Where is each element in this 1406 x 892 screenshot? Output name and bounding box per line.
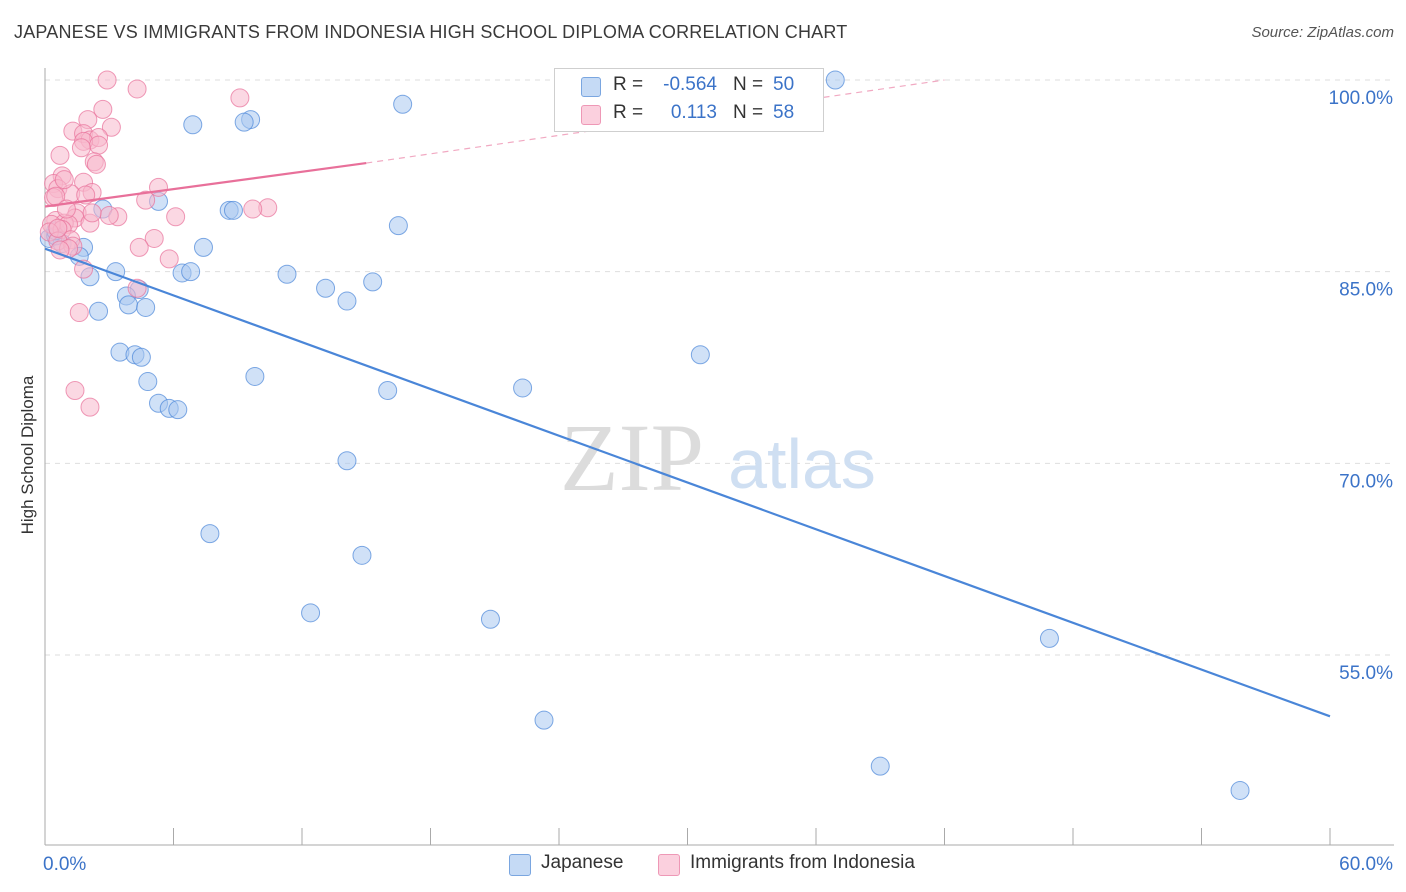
data-point — [89, 301, 109, 321]
data-point — [136, 297, 156, 317]
data-point — [223, 200, 243, 220]
data-point — [144, 228, 164, 248]
data-point — [243, 199, 263, 219]
data-point — [534, 710, 554, 730]
x-tick-label: 0.0% — [43, 854, 86, 875]
series-1 — [39, 70, 278, 417]
x-tick-label: 60.0% — [1339, 854, 1393, 875]
legend-row-japanese: R = -0.564 N = 50 — [555, 71, 823, 101]
tick-labels: 55.0% 70.0% 85.0% 100.0% 0.0% 60.0% — [43, 88, 1393, 875]
trend-lines — [44, 79, 1331, 718]
series-0 — [39, 70, 1250, 800]
data-point — [168, 400, 188, 420]
bottom-legend-indonesia: Immigrants from Indonesia — [690, 852, 915, 873]
data-point — [337, 291, 357, 311]
data-point — [65, 381, 85, 400]
data-point — [99, 205, 119, 225]
legend-row-indonesia: R = 0.113 N = 58 — [555, 99, 823, 129]
data-point — [363, 272, 383, 292]
data-point — [86, 154, 106, 174]
legend-swatch-indonesia — [581, 105, 601, 125]
trend-line-1 — [44, 161, 367, 208]
data-point — [48, 218, 68, 238]
data-point — [245, 366, 265, 386]
data-point — [54, 170, 74, 190]
data-point — [378, 381, 398, 400]
legend-swatch-japanese — [581, 77, 601, 97]
data-point — [159, 249, 179, 269]
data-point — [393, 94, 413, 114]
data-point — [101, 117, 121, 137]
data-point — [337, 451, 357, 471]
data-point — [166, 207, 186, 227]
legend-r-value: -0.564 — [663, 74, 717, 95]
trend-line-dashed-1 — [366, 79, 945, 164]
trend-line-0 — [44, 247, 1331, 718]
data-point — [82, 203, 102, 223]
data-point — [301, 603, 321, 623]
watermark: ZIP atlas — [560, 404, 876, 511]
legend-n-value: 50 — [773, 74, 795, 95]
data-point — [181, 262, 201, 282]
data-point — [127, 79, 147, 99]
watermark-atlas: atlas — [728, 425, 876, 503]
legend-n-value: 58 — [773, 102, 795, 123]
data-point — [131, 347, 151, 367]
data-point — [71, 138, 91, 158]
y-tick-label: 85.0% — [1339, 280, 1393, 301]
legend-r-label: R = — [613, 102, 644, 123]
grid-lines — [45, 79, 1394, 656]
data-point — [513, 378, 533, 398]
data-point — [138, 372, 158, 392]
legend-r-value: 0.113 — [670, 102, 717, 123]
data-point — [183, 115, 203, 135]
data-point — [388, 216, 408, 236]
data-point — [50, 145, 70, 165]
legend-r-label: R = — [613, 74, 644, 95]
data-point — [230, 88, 250, 108]
bottom-legend-japanese: Japanese — [541, 852, 624, 873]
data-point — [277, 264, 297, 284]
data-point — [80, 397, 100, 417]
legend-n-label: N = — [733, 74, 764, 95]
y-tick-label: 100.0% — [1329, 88, 1394, 109]
data-point — [129, 237, 149, 257]
data-point — [1230, 780, 1250, 800]
data-point — [825, 70, 845, 90]
data-points — [39, 70, 1250, 800]
data-point — [119, 295, 139, 315]
data-point — [870, 756, 890, 776]
data-point — [234, 112, 254, 132]
data-point — [89, 135, 109, 155]
data-point — [69, 303, 89, 323]
y-tick-label: 55.0% — [1339, 663, 1393, 684]
data-point — [93, 99, 113, 119]
data-point — [316, 278, 336, 298]
y-tick-label: 70.0% — [1339, 471, 1393, 492]
stats-legend: R = -0.564 N = 50 R = 0.113 N = 58 — [554, 68, 824, 132]
data-point — [1039, 628, 1059, 648]
chart-title: JAPANESE VS IMMIGRANTS FROM INDONESIA HI… — [14, 22, 848, 42]
data-point — [352, 545, 372, 565]
data-point — [136, 190, 156, 210]
data-point — [200, 524, 220, 544]
bottom-legend-swatch-indonesia — [658, 854, 680, 876]
legend-n-label: N = — [733, 102, 764, 123]
bottom-legend-swatch-japanese — [509, 854, 531, 876]
data-point — [97, 70, 117, 90]
data-point — [690, 345, 710, 365]
axes — [44, 68, 1394, 846]
data-point — [193, 237, 213, 257]
y-axis-title: High School Diploma — [18, 375, 37, 535]
source-label: Source: ZipAtlas.com — [1251, 24, 1394, 41]
watermark-zip: ZIP — [560, 404, 704, 511]
data-point — [480, 609, 500, 629]
